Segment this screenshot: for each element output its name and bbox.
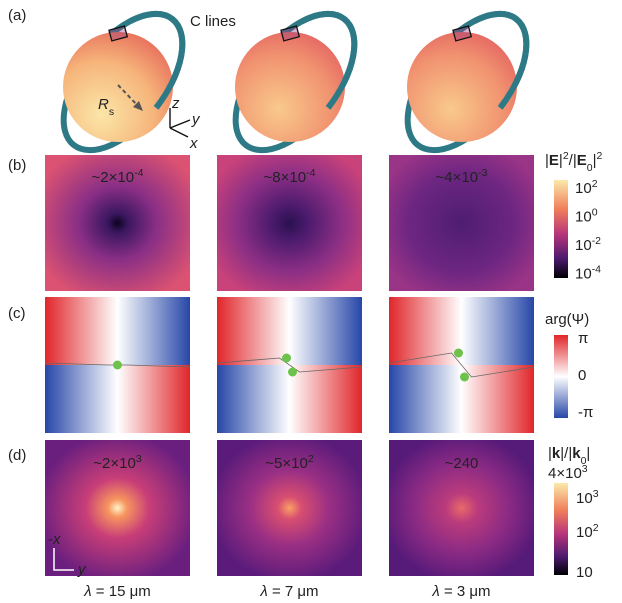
text-part: ~240 — [445, 455, 479, 472]
axis-label: -x — [48, 531, 61, 548]
text-part: 2 — [593, 522, 599, 534]
text-part: -2 — [592, 235, 601, 247]
text-part: 3 — [582, 463, 588, 475]
annotation: ~5×102 — [265, 453, 314, 472]
colorbar-tick-label: 100 — [575, 207, 598, 226]
colorbar-tick-label: 4×103 — [548, 463, 588, 482]
figure: (a)(b)(c)(d)C linesRszyx~2×10-4~8×10-4~4… — [0, 0, 622, 603]
text-part: /| — [569, 152, 577, 169]
text-part: 10 — [576, 524, 593, 541]
text-part: 2 — [597, 150, 603, 162]
sphere — [235, 32, 345, 142]
annotation: ~240 — [445, 455, 479, 472]
wavelength-label: λ = 15 μm — [83, 583, 150, 600]
axis-z: z — [171, 95, 180, 112]
text-part: | — [586, 445, 590, 462]
text-part: λ — [259, 583, 267, 600]
text-part: -4 — [134, 167, 143, 179]
c-point — [282, 354, 291, 363]
colorbar — [554, 483, 568, 575]
text-part: 3 — [136, 453, 142, 465]
c-lines-label: C lines — [190, 13, 236, 30]
phase-br — [462, 365, 535, 433]
text-part: λ — [431, 583, 439, 600]
colorbar-tick-label: 103 — [576, 488, 599, 507]
text-part: 10 — [575, 266, 592, 283]
colorbar — [554, 180, 568, 278]
phase-tr — [290, 297, 363, 365]
c-point — [460, 373, 469, 382]
phase-bl — [217, 365, 290, 433]
annotation: ~2×103 — [93, 453, 142, 472]
colorbar-title: |E|2/|E0|2 — [545, 150, 603, 174]
phase-tl — [217, 297, 290, 365]
text-part: = 3 μm — [440, 583, 491, 600]
panel-label: (c) — [8, 305, 26, 322]
text-part: R — [98, 96, 109, 113]
text-part: ~8×10 — [264, 169, 307, 186]
colorbar-tick-label: π — [578, 330, 588, 347]
text-part: 4×10 — [548, 465, 582, 482]
c-point — [288, 368, 297, 377]
colorbar-tick-label: 10 — [576, 564, 593, 581]
wavelength-label: λ = 7 μm — [259, 583, 318, 600]
phase-tl — [45, 297, 118, 365]
phase-tl — [389, 297, 462, 365]
text-part: = 7 μm — [268, 583, 319, 600]
colorbar-tick-label: 10-4 — [575, 264, 601, 283]
text-part: -3 — [478, 167, 487, 179]
text-part: 10 — [576, 490, 593, 507]
axes-a — [170, 108, 190, 137]
colorbar — [554, 335, 568, 418]
text-part: ~4×10 — [436, 169, 479, 186]
text-part: 2 — [592, 178, 598, 190]
text-part: 10 — [575, 209, 592, 226]
text-part: ~2×10 — [92, 169, 135, 186]
phase-bl — [45, 365, 118, 433]
phase-tr — [118, 297, 191, 365]
sphere — [407, 32, 517, 142]
wavelength-label: λ = 3 μm — [431, 583, 490, 600]
panel-label: (b) — [8, 157, 26, 174]
phase-tr — [462, 297, 535, 365]
text-part: E — [577, 152, 587, 169]
phase-br — [290, 365, 363, 433]
colorbar-tick-label: 0 — [578, 367, 586, 384]
c-point — [113, 361, 122, 370]
text-part: ~2×10 — [93, 455, 136, 472]
text-part: 10 — [576, 564, 593, 581]
colorbar-tick-label: 10-2 — [575, 235, 601, 254]
colorbar-tick-label: 102 — [576, 522, 599, 541]
text-part: ~5×10 — [265, 455, 308, 472]
text-part: -4 — [306, 167, 315, 179]
text-part: 0 — [592, 207, 598, 219]
text-part: s — [109, 106, 114, 118]
text-part: λ — [83, 583, 91, 600]
text-part: 2 — [308, 453, 314, 465]
colorbar-title: arg(Ψ) — [545, 311, 589, 328]
phase-bl — [389, 365, 462, 433]
colorbar-tick-label: 102 — [575, 178, 598, 197]
text-part: 3 — [593, 488, 599, 500]
axis-y: y — [191, 111, 201, 128]
panel-label: (d) — [8, 447, 26, 464]
axis-x: x — [189, 135, 198, 152]
text-part: 10 — [575, 237, 592, 254]
colorbar-tick-label: -π — [578, 404, 593, 421]
text-part: -4 — [592, 264, 601, 276]
panel-label: (a) — [8, 7, 26, 24]
text-part: = 15 μm — [92, 583, 151, 600]
text-part: E — [549, 152, 559, 169]
text-part: 10 — [575, 180, 592, 197]
sphere — [63, 32, 173, 142]
c-point — [454, 349, 463, 358]
phase-br — [118, 365, 191, 433]
text-part: |/| — [560, 445, 572, 462]
